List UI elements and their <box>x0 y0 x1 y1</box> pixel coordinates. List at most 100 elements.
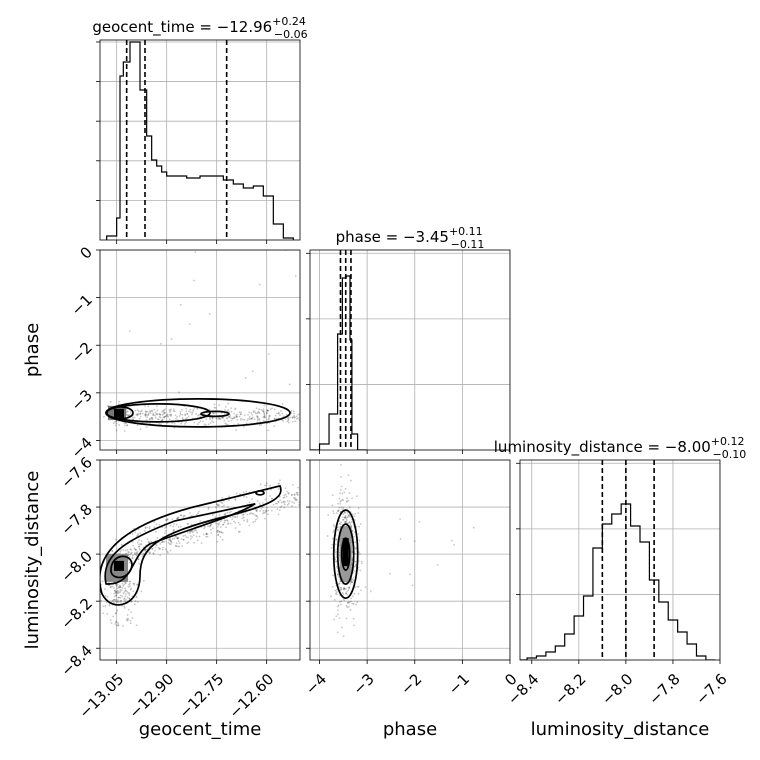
density-lumdist-phase-sample-44 <box>340 587 343 590</box>
density-lumdist-geocent-sample-303 <box>296 491 299 494</box>
density-phase-geocent-sample-107 <box>248 418 251 420</box>
density-lumdist-geocent-sample-568 <box>115 584 118 587</box>
density-phase-geocent-sample-188 <box>167 416 170 418</box>
density-lumdist-phase-sample-107 <box>343 517 346 519</box>
density-phase-geocent-sample-151 <box>220 416 223 419</box>
density-lumdist-geocent-sample-50 <box>220 531 223 534</box>
density-lumdist-geocent-sample-266 <box>263 511 265 514</box>
density-phase-geocent-sample-167 <box>163 416 166 419</box>
density-lumdist-geocent-sample-397 <box>181 545 183 547</box>
density-lumdist-geocent-sample-355 <box>135 554 138 557</box>
density-phase-geocent-sample-268 <box>212 412 215 415</box>
density-lumdist-geocent-sample-351 <box>216 531 219 534</box>
density-phase-geocent-sample-120 <box>153 408 156 411</box>
axis-phase-x-xlabel-1: −3 <box>350 670 378 698</box>
density-lumdist-geocent-sample-391 <box>256 515 258 517</box>
density-phase-geocent-sample-449 <box>137 412 140 415</box>
density-lumdist-geocent-sample-701 <box>165 519 168 522</box>
density-phase-geocent-sample-488 <box>152 413 155 416</box>
density-lumdist-geocent-sample-353 <box>239 523 241 526</box>
density-lumdist-geocent-sample-180 <box>167 551 169 554</box>
density-lumdist-phase-sample-497 <box>347 522 350 524</box>
density-phase-geocent-sample-410 <box>262 416 265 419</box>
density-lumdist-geocent-sample-358 <box>222 523 225 526</box>
density-lumdist-geocent-sample-509 <box>136 600 139 603</box>
density-lumdist-geocent-sample-482 <box>128 597 131 600</box>
density-lumdist-geocent-sample-671 <box>134 531 137 534</box>
density-lumdist-phase-sample-528 <box>340 499 342 502</box>
density-phase-geocent-sample-463 <box>294 420 297 423</box>
density-phase-geocent-sample-164 <box>287 418 290 421</box>
density-lumdist-geocent-sample-325 <box>170 540 172 543</box>
density-lumdist-geocent-sample-97 <box>195 529 198 532</box>
density-lumdist-geocent-sample-619 <box>116 587 119 590</box>
density-lumdist-phase-sample-391 <box>342 587 345 590</box>
density-lumdist-geocent-sample-657 <box>243 495 245 498</box>
density-lumdist-geocent-sample-678 <box>166 518 169 521</box>
density-phase-geocent-sample-253 <box>144 414 147 417</box>
density-lumdist-geocent-sample-474 <box>121 582 124 585</box>
density-phase-geocent-sample-331 <box>236 418 239 421</box>
title-phase-plus: +0.11 <box>449 225 483 238</box>
density-lumdist-geocent-sample-506 <box>133 603 136 606</box>
density-phase-geocent-sample-48 <box>126 410 128 413</box>
density-lumdist-geocent-sample-228 <box>205 533 208 536</box>
density-lumdist-phase-sample-303 <box>348 521 351 523</box>
density-phase-geocent-sample-487 <box>213 403 216 406</box>
density-lumdist-geocent-sample-220 <box>140 543 143 545</box>
density-phase-geocent-sample-517 <box>180 408 183 411</box>
density-phase-geocent-sample-198 <box>277 411 280 414</box>
density-phase-geocent-sample-396 <box>243 419 246 421</box>
density-lumdist-phase-sample-568 <box>450 539 453 542</box>
density-lumdist-geocent-sample-411 <box>208 525 211 528</box>
density-lumdist-phase-sample-522 <box>339 488 342 491</box>
density-lumdist-phase-sample-88 <box>359 569 362 572</box>
density-lumdist-geocent-sample-83 <box>131 557 134 559</box>
density-lumdist-phase-sample-437 <box>350 597 353 600</box>
density-phase-geocent-sample-139 <box>230 417 233 420</box>
density-lumdist-phase-sample-255 <box>334 589 337 592</box>
density-lumdist-geocent-sample-264 <box>193 529 195 532</box>
density-lumdist-geocent-sample-609 <box>113 598 116 601</box>
density-lumdist-phase-sample-153 <box>351 551 354 553</box>
density-phase-geocent-sample-444 <box>293 412 296 415</box>
density-lumdist-geocent-sample-611 <box>117 592 119 595</box>
hist-luminosity-distance-bg <box>520 460 720 660</box>
density-phase-geocent-sample-269 <box>145 414 148 417</box>
density-phase-geocent-sample-163 <box>156 405 158 408</box>
density-lumdist-geocent-sample-35 <box>229 522 232 525</box>
density-phase-geocent-sample-318 <box>273 408 276 411</box>
density-phase-geocent-sample-484 <box>263 416 266 419</box>
density-phase-geocent-sample-157 <box>223 412 226 415</box>
density-lumdist-phase-sample-503 <box>351 513 354 516</box>
density-lumdist-geocent-sample-433 <box>164 532 166 535</box>
density-lumdist-geocent-sample-219 <box>288 500 291 503</box>
density-phase-geocent-sample-273 <box>144 413 147 415</box>
density-lumdist-geocent-sample-249 <box>184 534 187 537</box>
density-phase-geocent-sample-222 <box>269 408 272 411</box>
density-lumdist-geocent-sample-368 <box>264 512 267 514</box>
density-phase-geocent-sample-38 <box>147 413 149 416</box>
density-lumdist-phase-sample-565 <box>436 563 439 566</box>
density-lumdist-phase-sample-265 <box>342 518 344 521</box>
density-lumdist-geocent-sample-531 <box>126 614 129 616</box>
density-lumdist-geocent-sample-163 <box>271 497 273 500</box>
density-phase-geocent-sample-321 <box>151 417 153 420</box>
density-lumdist-phase-sample-97 <box>337 575 340 578</box>
density-lumdist-geocent-sample-571 <box>114 589 116 592</box>
density-lumdist-geocent-sample-726 <box>207 506 210 509</box>
density-phase-geocent-sample-380 <box>284 418 287 420</box>
density-lumdist-geocent-sample-337 <box>178 542 181 545</box>
density-phase-geocent-sample-196 <box>171 421 174 424</box>
density-phase-geocent-sample-451 <box>149 410 151 413</box>
density-lumdist-geocent-sample-343 <box>119 550 122 553</box>
density-phase-geocent-sample-352 <box>151 409 154 412</box>
density-lumdist-phase-sample-26 <box>347 499 350 502</box>
density-lumdist-phase-sample-349 <box>341 492 344 495</box>
density-lumdist-phase-sample-395 <box>337 573 340 576</box>
density-phase-geocent-sample-345 <box>247 414 249 416</box>
density-lumdist-phase-sample-211 <box>354 563 357 566</box>
density-phase-geocent-sample-98 <box>181 413 184 416</box>
density-lumdist-phase-sample-53 <box>331 543 334 546</box>
density-lumdist-geocent-sample-475 <box>129 580 132 583</box>
